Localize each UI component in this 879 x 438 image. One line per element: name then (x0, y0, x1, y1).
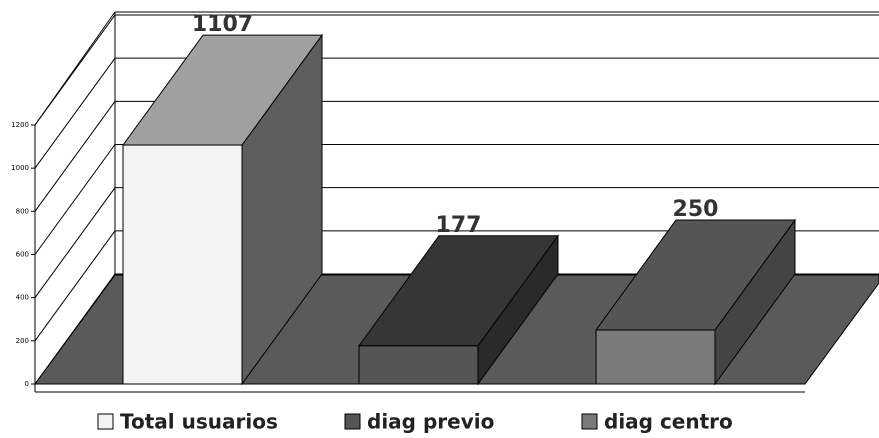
y-tick-label: 0 (25, 380, 29, 388)
grid-line (34, 144, 116, 255)
legend-label: Total usuarios (120, 410, 278, 434)
legend-label: diag previo (367, 410, 494, 434)
grid-line (34, 11, 116, 126)
y-tick-label: 800 (16, 207, 29, 215)
value-label: 250 (673, 197, 719, 222)
y-tick-label: 200 (16, 337, 29, 345)
legend-swatch (344, 413, 361, 430)
grid-line (34, 57, 116, 169)
legend-swatch (97, 413, 114, 430)
value-label: 177 (436, 213, 482, 238)
grid-line (34, 187, 116, 298)
legend-swatch (581, 413, 598, 430)
y-tick-label: 600 (16, 251, 29, 259)
grid-line (34, 230, 116, 342)
legend-label: diag centro (604, 410, 733, 434)
y-tick-label: 1000 (11, 164, 29, 172)
grid-line (34, 101, 116, 212)
y-tick-label: 400 (16, 294, 29, 302)
bar (595, 329, 716, 385)
grid-line (34, 273, 116, 385)
bar (358, 345, 479, 385)
value-label: 1107 (192, 12, 253, 37)
y-tick-label: 1200 (11, 121, 29, 129)
bar (122, 144, 243, 385)
